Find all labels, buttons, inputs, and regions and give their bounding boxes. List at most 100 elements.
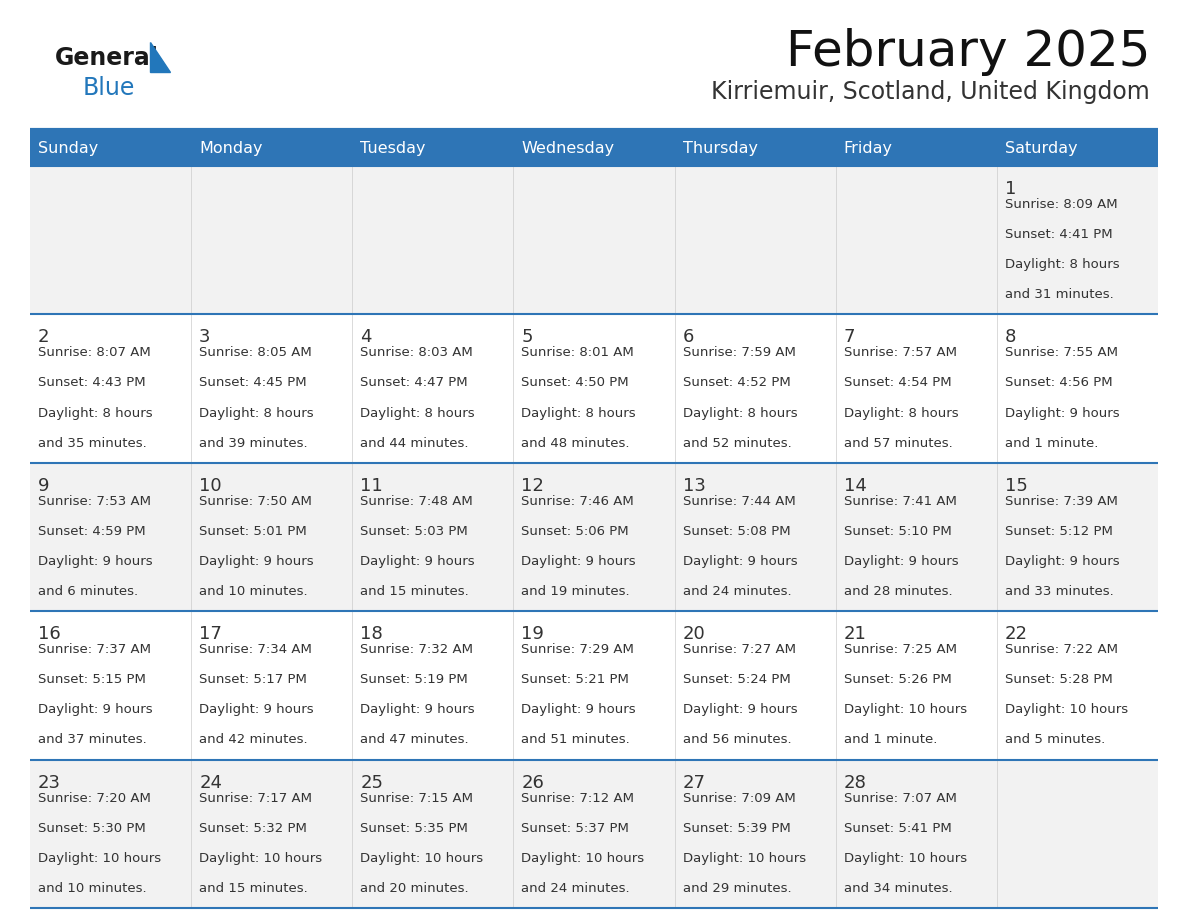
Polygon shape	[150, 42, 170, 72]
Text: Daylight: 9 hours: Daylight: 9 hours	[1005, 407, 1119, 420]
Text: 1: 1	[1005, 180, 1016, 198]
Text: 20: 20	[683, 625, 706, 644]
Text: Sunrise: 7:57 AM: Sunrise: 7:57 AM	[843, 346, 956, 360]
Text: Friday: Friday	[843, 140, 892, 155]
Text: Sunset: 4:52 PM: Sunset: 4:52 PM	[683, 376, 790, 389]
Text: 15: 15	[1005, 476, 1028, 495]
Text: Sunrise: 7:20 AM: Sunrise: 7:20 AM	[38, 791, 151, 804]
Text: 2: 2	[38, 329, 50, 346]
Text: and 10 minutes.: and 10 minutes.	[38, 882, 146, 895]
Text: 7: 7	[843, 329, 855, 346]
Text: Sunset: 4:50 PM: Sunset: 4:50 PM	[522, 376, 630, 389]
Text: February 2025: February 2025	[785, 28, 1150, 76]
Text: Sunday: Sunday	[38, 140, 99, 155]
Bar	[30, 759, 1158, 908]
Text: Sunrise: 7:17 AM: Sunrise: 7:17 AM	[200, 791, 312, 804]
Text: and 24 minutes.: and 24 minutes.	[522, 882, 630, 895]
Text: and 20 minutes.: and 20 minutes.	[360, 882, 469, 895]
Text: Daylight: 8 hours: Daylight: 8 hours	[843, 407, 959, 420]
Text: and 31 minutes.: and 31 minutes.	[1005, 288, 1113, 301]
Text: and 19 minutes.: and 19 minutes.	[522, 585, 630, 599]
Text: Daylight: 8 hours: Daylight: 8 hours	[522, 407, 636, 420]
Text: Sunrise: 7:41 AM: Sunrise: 7:41 AM	[843, 495, 956, 508]
Text: Sunset: 4:45 PM: Sunset: 4:45 PM	[200, 376, 307, 389]
Text: Sunrise: 8:03 AM: Sunrise: 8:03 AM	[360, 346, 473, 360]
Text: Sunset: 5:39 PM: Sunset: 5:39 PM	[683, 822, 790, 834]
Text: Daylight: 9 hours: Daylight: 9 hours	[38, 703, 152, 716]
Text: Sunrise: 7:34 AM: Sunrise: 7:34 AM	[200, 644, 312, 656]
Text: 4: 4	[360, 329, 372, 346]
Text: 14: 14	[843, 476, 866, 495]
Text: Daylight: 8 hours: Daylight: 8 hours	[683, 407, 797, 420]
Text: Sunrise: 7:50 AM: Sunrise: 7:50 AM	[200, 495, 312, 508]
Text: 10: 10	[200, 476, 222, 495]
Text: Sunset: 5:26 PM: Sunset: 5:26 PM	[843, 673, 952, 687]
Text: Wednesday: Wednesday	[522, 140, 614, 155]
Text: Sunrise: 7:55 AM: Sunrise: 7:55 AM	[1005, 346, 1118, 360]
Text: Sunrise: 7:15 AM: Sunrise: 7:15 AM	[360, 791, 473, 804]
Text: Sunset: 5:06 PM: Sunset: 5:06 PM	[522, 525, 630, 538]
Text: General: General	[55, 46, 159, 70]
Text: and 29 minutes.: and 29 minutes.	[683, 882, 791, 895]
Text: and 57 minutes.: and 57 minutes.	[843, 437, 953, 450]
Text: Sunset: 5:08 PM: Sunset: 5:08 PM	[683, 525, 790, 538]
Text: Sunrise: 7:44 AM: Sunrise: 7:44 AM	[683, 495, 795, 508]
Text: 18: 18	[360, 625, 383, 644]
Text: Daylight: 9 hours: Daylight: 9 hours	[843, 555, 959, 568]
Text: 21: 21	[843, 625, 866, 644]
Text: Sunset: 5:01 PM: Sunset: 5:01 PM	[200, 525, 307, 538]
Text: Sunrise: 7:09 AM: Sunrise: 7:09 AM	[683, 791, 795, 804]
Text: Daylight: 10 hours: Daylight: 10 hours	[683, 852, 805, 865]
Text: and 52 minutes.: and 52 minutes.	[683, 437, 791, 450]
Text: Sunrise: 7:29 AM: Sunrise: 7:29 AM	[522, 644, 634, 656]
Text: Daylight: 9 hours: Daylight: 9 hours	[200, 703, 314, 716]
Text: Sunset: 5:35 PM: Sunset: 5:35 PM	[360, 822, 468, 834]
Text: 26: 26	[522, 774, 544, 791]
Text: Daylight: 10 hours: Daylight: 10 hours	[522, 852, 645, 865]
Text: Sunrise: 7:59 AM: Sunrise: 7:59 AM	[683, 346, 796, 360]
Text: Sunset: 5:17 PM: Sunset: 5:17 PM	[200, 673, 307, 687]
Text: and 39 minutes.: and 39 minutes.	[200, 437, 308, 450]
Text: Daylight: 9 hours: Daylight: 9 hours	[200, 555, 314, 568]
Text: Sunset: 4:47 PM: Sunset: 4:47 PM	[360, 376, 468, 389]
Text: 28: 28	[843, 774, 866, 791]
Text: Daylight: 9 hours: Daylight: 9 hours	[1005, 555, 1119, 568]
Text: and 24 minutes.: and 24 minutes.	[683, 585, 791, 599]
Text: 11: 11	[360, 476, 383, 495]
Text: and 47 minutes.: and 47 minutes.	[360, 733, 469, 746]
Text: Sunset: 4:54 PM: Sunset: 4:54 PM	[843, 376, 952, 389]
Text: and 1 minute.: and 1 minute.	[843, 733, 937, 746]
Text: Daylight: 9 hours: Daylight: 9 hours	[360, 555, 475, 568]
Text: 16: 16	[38, 625, 61, 644]
Text: Sunset: 4:59 PM: Sunset: 4:59 PM	[38, 525, 146, 538]
Text: Sunrise: 7:12 AM: Sunrise: 7:12 AM	[522, 791, 634, 804]
Text: Sunrise: 7:53 AM: Sunrise: 7:53 AM	[38, 495, 151, 508]
Text: Daylight: 10 hours: Daylight: 10 hours	[1005, 703, 1127, 716]
Text: Daylight: 10 hours: Daylight: 10 hours	[200, 852, 322, 865]
Text: Sunset: 5:32 PM: Sunset: 5:32 PM	[200, 822, 307, 834]
Text: and 37 minutes.: and 37 minutes.	[38, 733, 147, 746]
Text: and 5 minutes.: and 5 minutes.	[1005, 733, 1105, 746]
Text: Sunrise: 7:32 AM: Sunrise: 7:32 AM	[360, 644, 473, 656]
Text: and 15 minutes.: and 15 minutes.	[360, 585, 469, 599]
Text: 25: 25	[360, 774, 384, 791]
Bar	[30, 463, 1158, 611]
Text: Sunrise: 7:22 AM: Sunrise: 7:22 AM	[1005, 644, 1118, 656]
Text: Kirriemuir, Scotland, United Kingdom: Kirriemuir, Scotland, United Kingdom	[712, 80, 1150, 104]
Text: Sunrise: 7:27 AM: Sunrise: 7:27 AM	[683, 644, 796, 656]
Text: Sunset: 5:30 PM: Sunset: 5:30 PM	[38, 822, 146, 834]
Bar	[30, 314, 1158, 463]
Text: Sunset: 5:21 PM: Sunset: 5:21 PM	[522, 673, 630, 687]
Text: and 28 minutes.: and 28 minutes.	[843, 585, 953, 599]
Text: and 6 minutes.: and 6 minutes.	[38, 585, 138, 599]
Text: Daylight: 8 hours: Daylight: 8 hours	[38, 407, 152, 420]
Text: Daylight: 9 hours: Daylight: 9 hours	[522, 703, 636, 716]
Text: and 51 minutes.: and 51 minutes.	[522, 733, 630, 746]
Text: Daylight: 8 hours: Daylight: 8 hours	[360, 407, 475, 420]
Text: Daylight: 9 hours: Daylight: 9 hours	[38, 555, 152, 568]
Text: 5: 5	[522, 329, 533, 346]
Text: Sunset: 4:41 PM: Sunset: 4:41 PM	[1005, 228, 1112, 241]
Text: Monday: Monday	[200, 140, 263, 155]
Text: Sunrise: 7:39 AM: Sunrise: 7:39 AM	[1005, 495, 1118, 508]
Text: Daylight: 10 hours: Daylight: 10 hours	[38, 852, 162, 865]
